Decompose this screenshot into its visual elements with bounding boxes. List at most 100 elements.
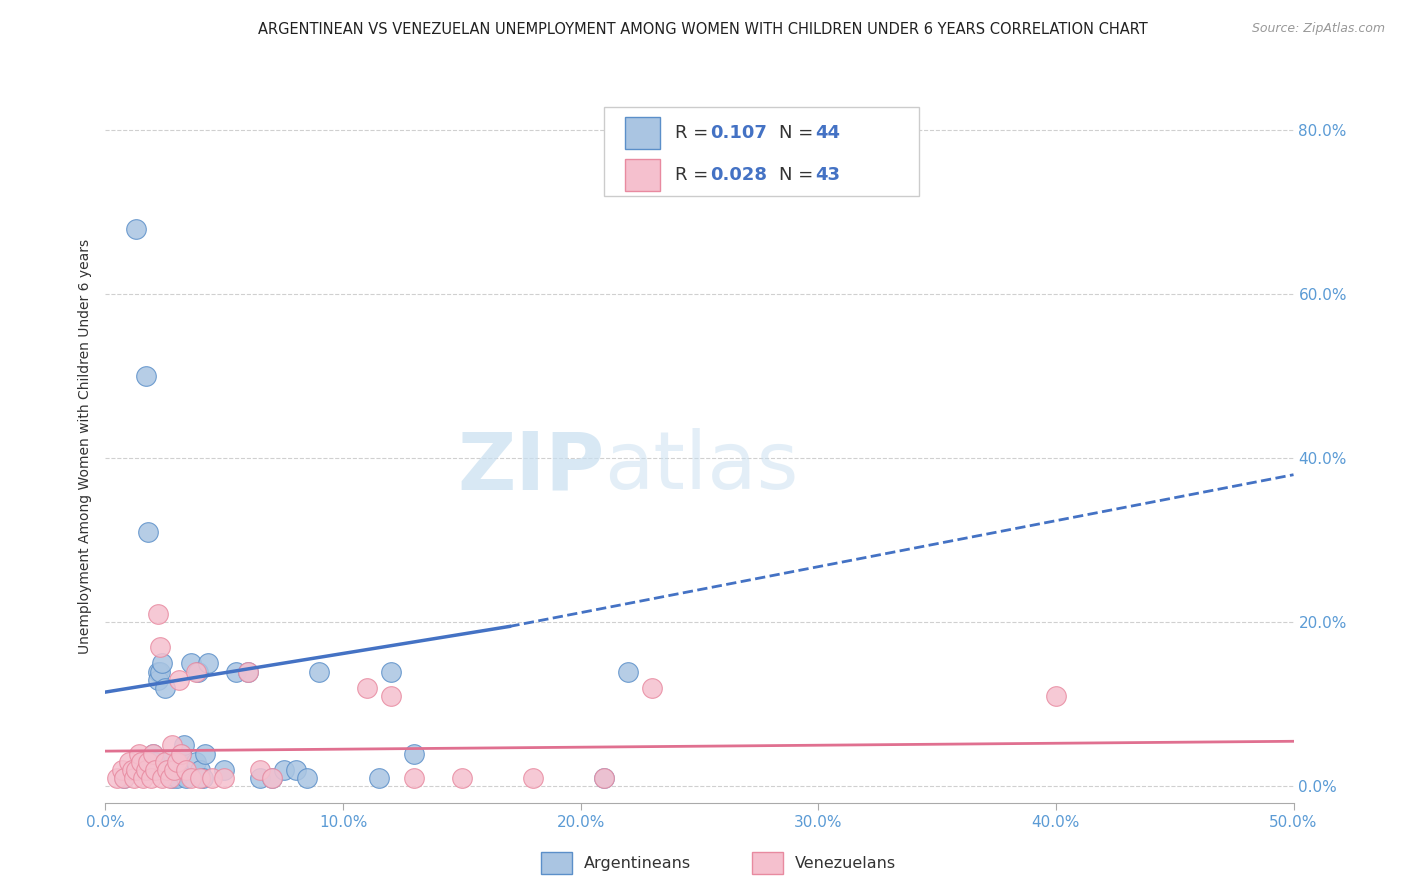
Point	[249, 771, 271, 785]
Point	[135, 369, 157, 384]
Point	[249, 763, 271, 777]
Point	[125, 763, 148, 777]
Point	[236, 665, 259, 679]
Point	[180, 657, 202, 671]
Point	[129, 755, 152, 769]
Text: 0.107: 0.107	[710, 124, 768, 142]
Point	[166, 755, 188, 769]
Point	[404, 771, 426, 785]
Point	[170, 747, 193, 761]
Point	[450, 771, 472, 785]
Point	[191, 771, 214, 785]
Point	[170, 747, 193, 761]
Text: 44: 44	[814, 124, 839, 142]
Point	[284, 763, 307, 777]
Point	[190, 763, 212, 777]
Point	[139, 763, 162, 777]
Point	[260, 771, 283, 785]
Point	[146, 607, 169, 622]
Text: atlas: atlas	[605, 428, 799, 507]
Point	[184, 665, 207, 679]
Point	[121, 763, 143, 777]
Point	[156, 755, 179, 769]
Point	[184, 755, 207, 769]
Point	[617, 665, 640, 679]
Point	[522, 771, 544, 785]
Point	[146, 665, 169, 679]
Point	[114, 771, 136, 785]
Y-axis label: Unemployment Among Women with Children Under 6 years: Unemployment Among Women with Children U…	[79, 238, 93, 654]
Point	[214, 763, 236, 777]
Point	[404, 747, 426, 761]
Point	[367, 771, 389, 785]
Point	[142, 747, 165, 761]
Point	[153, 681, 176, 695]
FancyBboxPatch shape	[624, 159, 661, 191]
Point	[180, 771, 202, 785]
Point	[163, 763, 186, 777]
Text: R =: R =	[675, 166, 713, 184]
FancyBboxPatch shape	[752, 852, 783, 874]
Point	[136, 525, 159, 540]
Text: ARGENTINEAN VS VENEZUELAN UNEMPLOYMENT AMONG WOMEN WITH CHILDREN UNDER 6 YEARS C: ARGENTINEAN VS VENEZUELAN UNEMPLOYMENT A…	[259, 22, 1147, 37]
Point	[143, 755, 166, 769]
Point	[132, 771, 155, 785]
Point	[142, 747, 165, 761]
Point	[163, 763, 186, 777]
Point	[297, 771, 319, 785]
Point	[593, 771, 616, 785]
Point	[160, 739, 183, 753]
Point	[380, 665, 402, 679]
Point	[125, 221, 148, 235]
Point	[173, 739, 195, 753]
Point	[111, 763, 134, 777]
Point	[273, 763, 295, 777]
Point	[190, 771, 212, 785]
Point	[197, 657, 219, 671]
Text: Argentineans: Argentineans	[583, 856, 690, 871]
Point	[1045, 689, 1067, 703]
Point	[132, 755, 155, 769]
Point	[128, 747, 150, 761]
Point	[201, 771, 224, 785]
Point	[114, 771, 136, 785]
FancyBboxPatch shape	[541, 852, 572, 874]
Point	[593, 771, 616, 785]
Point	[225, 665, 247, 679]
Point	[214, 771, 236, 785]
Point	[146, 673, 169, 687]
Point	[308, 665, 330, 679]
Point	[143, 763, 166, 777]
Point	[149, 640, 172, 654]
Point	[121, 763, 143, 777]
Point	[174, 763, 197, 777]
Text: N =: N =	[779, 124, 820, 142]
Point	[152, 771, 174, 785]
Text: Source: ZipAtlas.com: Source: ZipAtlas.com	[1251, 22, 1385, 36]
Point	[167, 755, 190, 769]
Point	[187, 665, 209, 679]
Point	[236, 665, 259, 679]
FancyBboxPatch shape	[605, 107, 920, 196]
Point	[139, 771, 162, 785]
Point	[380, 689, 402, 703]
Point	[174, 771, 197, 785]
Point	[122, 771, 145, 785]
Point	[167, 673, 190, 687]
Text: N =: N =	[779, 166, 820, 184]
Text: ZIP: ZIP	[457, 428, 605, 507]
Point	[118, 755, 141, 769]
Point	[194, 747, 217, 761]
Point	[160, 771, 183, 785]
Text: Venezuelans: Venezuelans	[794, 856, 896, 871]
Point	[641, 681, 664, 695]
Point	[159, 771, 181, 785]
Point	[105, 771, 128, 785]
Point	[136, 755, 159, 769]
Point	[260, 771, 283, 785]
Point	[356, 681, 378, 695]
Text: 0.028: 0.028	[710, 166, 768, 184]
Point	[159, 763, 181, 777]
Point	[156, 763, 179, 777]
FancyBboxPatch shape	[624, 117, 661, 149]
